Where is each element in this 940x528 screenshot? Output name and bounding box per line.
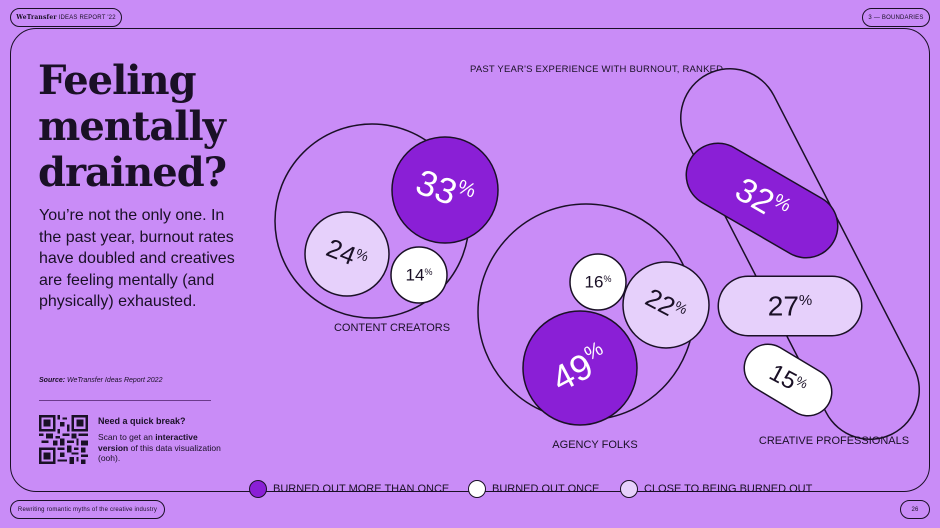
intro-text: You’re not the only one. In the past yea… (39, 207, 235, 310)
source-label: Source: (39, 377, 66, 384)
source-note: Source: WeTransfer Ideas Report 2022 (39, 377, 162, 384)
legend-swatch-more-than-once (249, 480, 267, 498)
source-text: WeTransfer Ideas Report 2022 (67, 377, 163, 384)
header-brand-pill: WeTransfer IDEAS REPORT '22 (10, 8, 122, 27)
legend-swatch-once (468, 480, 486, 498)
quick-break-text-post: of this data visualization (ooh). (98, 442, 221, 464)
divider (39, 400, 211, 401)
page-number: 26 (911, 506, 919, 513)
quick-break-title: Need a quick break? (98, 416, 186, 426)
group-label-agency-folks: AGENCY FOLKS (552, 439, 637, 451)
bubble-agency-folks-once (569, 253, 627, 311)
footer-tagline-pill: Rewriting romantic myths of the creative… (10, 500, 165, 519)
bubble-creative-professionals-once (745, 345, 831, 415)
bubble-agency-folks-more-than-once (522, 310, 638, 426)
legend-once: BURNED OUT ONCE (468, 479, 599, 499)
quick-break-text-pre: Scan to get an (98, 432, 156, 442)
report-label: IDEAS REPORT '22 (58, 14, 116, 21)
legend-close: CLOSE TO BEING BURNED OUT (620, 479, 812, 499)
bubble-content-creators-once (390, 246, 448, 304)
group-label-content-creators: CONTENT CREATORS (334, 322, 450, 334)
bubble-creative-professionals-more-than-once (687, 144, 837, 257)
headline: Feeling mentally drained? (38, 57, 227, 196)
interactive-version-link[interactable]: interactive version (98, 432, 198, 453)
legend-label-once: BURNED OUT ONCE (492, 483, 600, 495)
bubble-content-creators-more-than-once (391, 136, 499, 244)
qr-code-icon[interactable] (39, 415, 88, 464)
brand-logo: WeTransfer (16, 14, 57, 21)
bubble-content-creators-close (304, 211, 390, 297)
quick-break-text: Scan to get an interactive version of th… (98, 432, 223, 464)
legend-more-than-once: BURNED OUT MORE THAN ONCE (249, 479, 449, 499)
legend-label-more-than-once: BURNED OUT MORE THAN ONCE (273, 483, 450, 495)
section-label: 3 — BOUNDARIES (868, 14, 924, 21)
legend-label-close: CLOSE TO BEING BURNED OUT (644, 483, 813, 495)
group-label-creative-professionals: CREATIVE PROFESSIONALS (759, 435, 909, 447)
bubble-agency-folks-close (622, 261, 710, 349)
footer-tagline: Rewriting romantic myths of the creative… (17, 506, 158, 513)
chart-title: PAST YEAR'S EXPERIENCE WITH BURNOUT, RAN… (470, 64, 724, 75)
section-pill: 3 — BOUNDARIES (862, 8, 930, 27)
legend-swatch-close (620, 480, 638, 498)
page-number-pill: 26 (900, 500, 930, 519)
